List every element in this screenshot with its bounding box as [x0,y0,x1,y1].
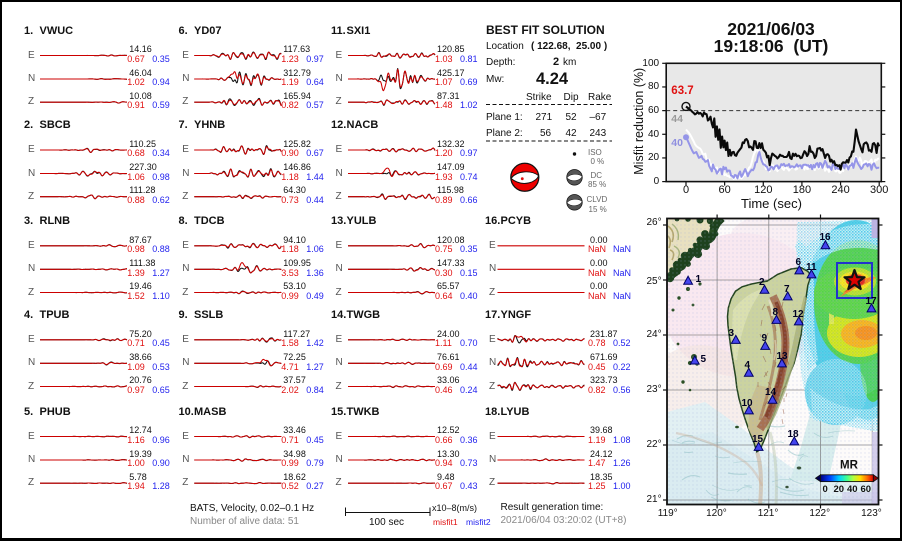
svg-text:MR: MR [840,460,859,472]
